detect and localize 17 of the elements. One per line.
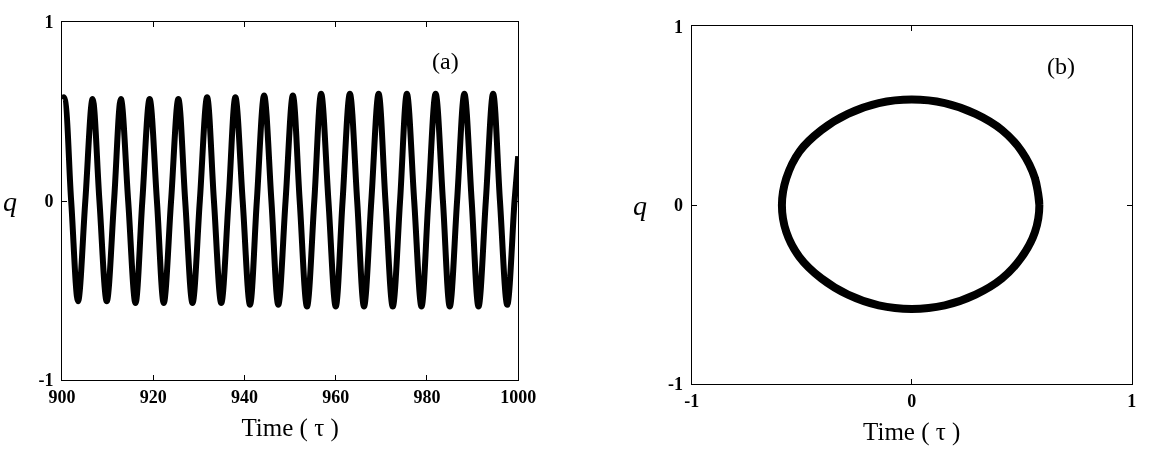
y-axis-title: q: [3, 186, 17, 217]
x-tick-label: 920: [139, 386, 167, 407]
x-tick-label: 980: [413, 386, 441, 407]
annotation: (b): [1047, 53, 1075, 79]
x-tick-label: 1: [1127, 390, 1137, 411]
x-tick-label: 940: [231, 386, 259, 407]
x-tick-label: 1000: [500, 386, 537, 407]
y-tick-label: 0: [674, 195, 684, 216]
y-tick-label: 1: [44, 12, 54, 33]
x-axis-title: Time ( τ ): [863, 417, 961, 446]
x-tick-label: 960: [322, 386, 350, 407]
x-axis-title: Time ( τ ): [241, 413, 339, 442]
annotation: (a): [432, 48, 459, 74]
y-tick-label: 0: [44, 191, 54, 212]
y-tick-label: 1: [674, 16, 684, 37]
y-axis-title: q: [633, 190, 647, 221]
x-tick-label: 0: [907, 390, 917, 411]
